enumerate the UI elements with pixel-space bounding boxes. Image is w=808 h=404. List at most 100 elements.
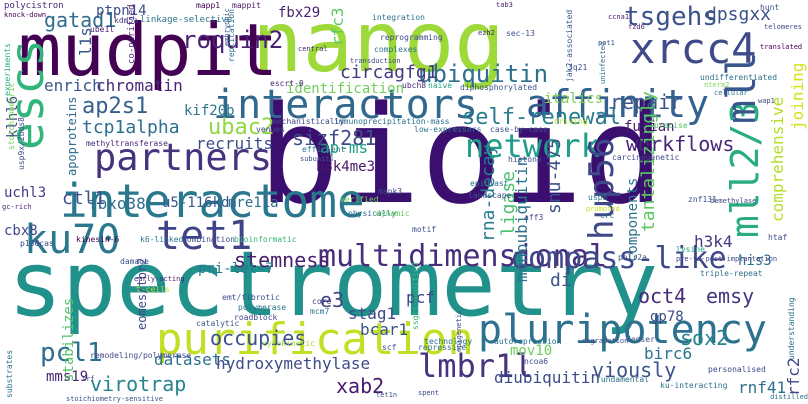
word-scf: scf bbox=[382, 343, 397, 352]
word-epiblast: epiblast bbox=[470, 179, 509, 188]
word-rfc3: rfc3 bbox=[328, 7, 347, 46]
word-early-acting: early-acting bbox=[134, 275, 185, 283]
word-znf131: znf131 bbox=[688, 195, 717, 204]
word-recruits: recruits bbox=[196, 134, 274, 153]
word-mechanistically: mechanistically bbox=[272, 117, 345, 126]
word-tab3: tab3 bbox=[496, 1, 513, 9]
word-carcinogenetic: carcinogenetic bbox=[612, 153, 680, 162]
word-tcp1alpha: tcp1alpha bbox=[82, 117, 180, 138]
word-venues: venues bbox=[256, 125, 285, 134]
word-u5-116kd: u5-116kd bbox=[162, 195, 230, 211]
word-precise: precise bbox=[654, 121, 688, 130]
word-complexes: complexes bbox=[374, 45, 418, 54]
word-viously: viously bbox=[592, 358, 677, 382]
word-purification: purification bbox=[156, 314, 474, 365]
word-p130cas: p130cas bbox=[20, 239, 54, 248]
word-k6-linked: k6-linked bbox=[140, 235, 184, 244]
word-mre11a: mre11a bbox=[228, 195, 279, 211]
word-cytokinetic: cytokinetic bbox=[262, 339, 315, 348]
word-datasets: datasets bbox=[154, 350, 232, 369]
word-landscape: landscape bbox=[468, 191, 512, 200]
word-bioinformatic: bioinformatic bbox=[234, 235, 297, 244]
word-network: network bbox=[465, 127, 600, 165]
word-catalytic: catalytic bbox=[196, 319, 240, 328]
word-apoproteins: apoproteins bbox=[65, 96, 79, 176]
word-polycistron: polycistron bbox=[4, 1, 64, 11]
word-ncoa6: ncoa6 bbox=[524, 357, 549, 366]
word-diphosphorylated: diphosphorylated bbox=[460, 83, 538, 92]
word-cbx8: cbx8 bbox=[4, 223, 38, 239]
word-core: core bbox=[312, 297, 332, 306]
word-dynamic: dynamic bbox=[376, 209, 410, 218]
word-combination: combination bbox=[182, 235, 235, 244]
word-3q21: 3q21 bbox=[568, 63, 588, 72]
word-identification: identification bbox=[286, 81, 405, 97]
word-ezh2: ezh2 bbox=[478, 29, 495, 37]
word-lmbr1l: lmbr1l bbox=[418, 347, 534, 385]
word-dpsgxx: dpsgxx bbox=[706, 4, 772, 25]
word-chromatin: chromatin bbox=[96, 76, 183, 95]
word-efficient: efficient bbox=[302, 145, 346, 154]
word-xab2: xab2 bbox=[336, 374, 385, 398]
word-naive: naive bbox=[428, 81, 453, 90]
word-personalised: personalised bbox=[708, 365, 766, 374]
word-polr2a: polr2a bbox=[618, 253, 647, 262]
word-ubac2: ubac2 bbox=[208, 115, 275, 140]
word-interactome: interactome bbox=[60, 174, 365, 228]
word-kdm5a: kdm5a bbox=[114, 16, 139, 25]
word-multidimensional: multidimensional bbox=[318, 239, 607, 274]
word-fundamental: fundamental bbox=[596, 375, 649, 384]
word-fbxo38: fbxo38 bbox=[88, 194, 146, 213]
word-usp9x: usp9x/2bds8 bbox=[17, 117, 26, 170]
word-ubiquitin: ubiquitin bbox=[418, 60, 549, 88]
word-di: di bbox=[550, 270, 572, 291]
word-gc-rich: gc-rich bbox=[2, 203, 32, 211]
word-technology: technology bbox=[424, 337, 473, 346]
word-h3k4me3: h3k4me3 bbox=[316, 159, 376, 175]
word-bioid: bioid bbox=[258, 77, 665, 234]
word-kif20b: kif20b bbox=[184, 103, 235, 119]
word-autorepression: autorepression bbox=[494, 337, 562, 346]
word-birc6: birc6 bbox=[644, 344, 693, 363]
word-components: components bbox=[625, 177, 641, 262]
word-occupies: occupies bbox=[210, 326, 307, 350]
word-substrates: substrates bbox=[5, 349, 14, 398]
word-mappit: mappit bbox=[232, 1, 261, 10]
word-enrich: enrich bbox=[44, 76, 102, 95]
word-mapp1: mapp1 bbox=[196, 1, 221, 10]
word-fbx29: fbx29 bbox=[278, 5, 321, 21]
word-aff3: aff3 bbox=[524, 213, 544, 222]
word-degradation: degradation bbox=[582, 337, 629, 345]
word-embryonic: embryonic bbox=[223, 8, 231, 46]
word-his3: his3 bbox=[738, 253, 772, 269]
word-e3: e3 bbox=[320, 288, 345, 312]
word-tet1: tet1 bbox=[156, 213, 253, 259]
word-xrcc4: xrcc4 bbox=[630, 24, 757, 73]
word-pluripotency: pluripotency bbox=[478, 307, 767, 353]
word-gatad1: gatad1 bbox=[44, 8, 117, 32]
word-sec-13: sec-13 bbox=[506, 29, 535, 38]
word-fujian: fujian bbox=[624, 119, 675, 135]
word-ctl1: ctl1 bbox=[62, 188, 106, 209]
word-affinity: affinity bbox=[526, 82, 710, 126]
word-nanog: nanog bbox=[252, 0, 505, 91]
word-demethylase: demethylase bbox=[710, 197, 757, 205]
word-comprehensive: comprehensive bbox=[768, 96, 787, 222]
word-case-by-case: case-by-case bbox=[490, 125, 548, 134]
word-mov10: mov10 bbox=[510, 343, 553, 359]
word-ntera2: ntera2 bbox=[704, 81, 730, 89]
word-repair: repair bbox=[610, 90, 683, 114]
word-stoichiometric: stoichiometric bbox=[7, 82, 16, 150]
word-pcl1: pcl1 bbox=[40, 338, 103, 368]
word-methyltransferase: methyltransferase bbox=[86, 139, 168, 148]
word-motif: motif bbox=[412, 225, 437, 234]
word-interactors: interactors bbox=[213, 82, 478, 128]
word-virotrap: virotrap bbox=[90, 372, 187, 396]
word-circagfg1: circagfg1 bbox=[340, 62, 438, 83]
word-driving: driving bbox=[554, 117, 588, 126]
word-bcar1: bcar1 bbox=[360, 320, 409, 339]
word-ubch8: ubch8 bbox=[402, 81, 427, 90]
word-stoichiometry-sensitive: stoichiometry-sensitive bbox=[66, 395, 163, 403]
word-cellular: cellular bbox=[714, 89, 748, 97]
word-histone: histone bbox=[508, 155, 542, 164]
